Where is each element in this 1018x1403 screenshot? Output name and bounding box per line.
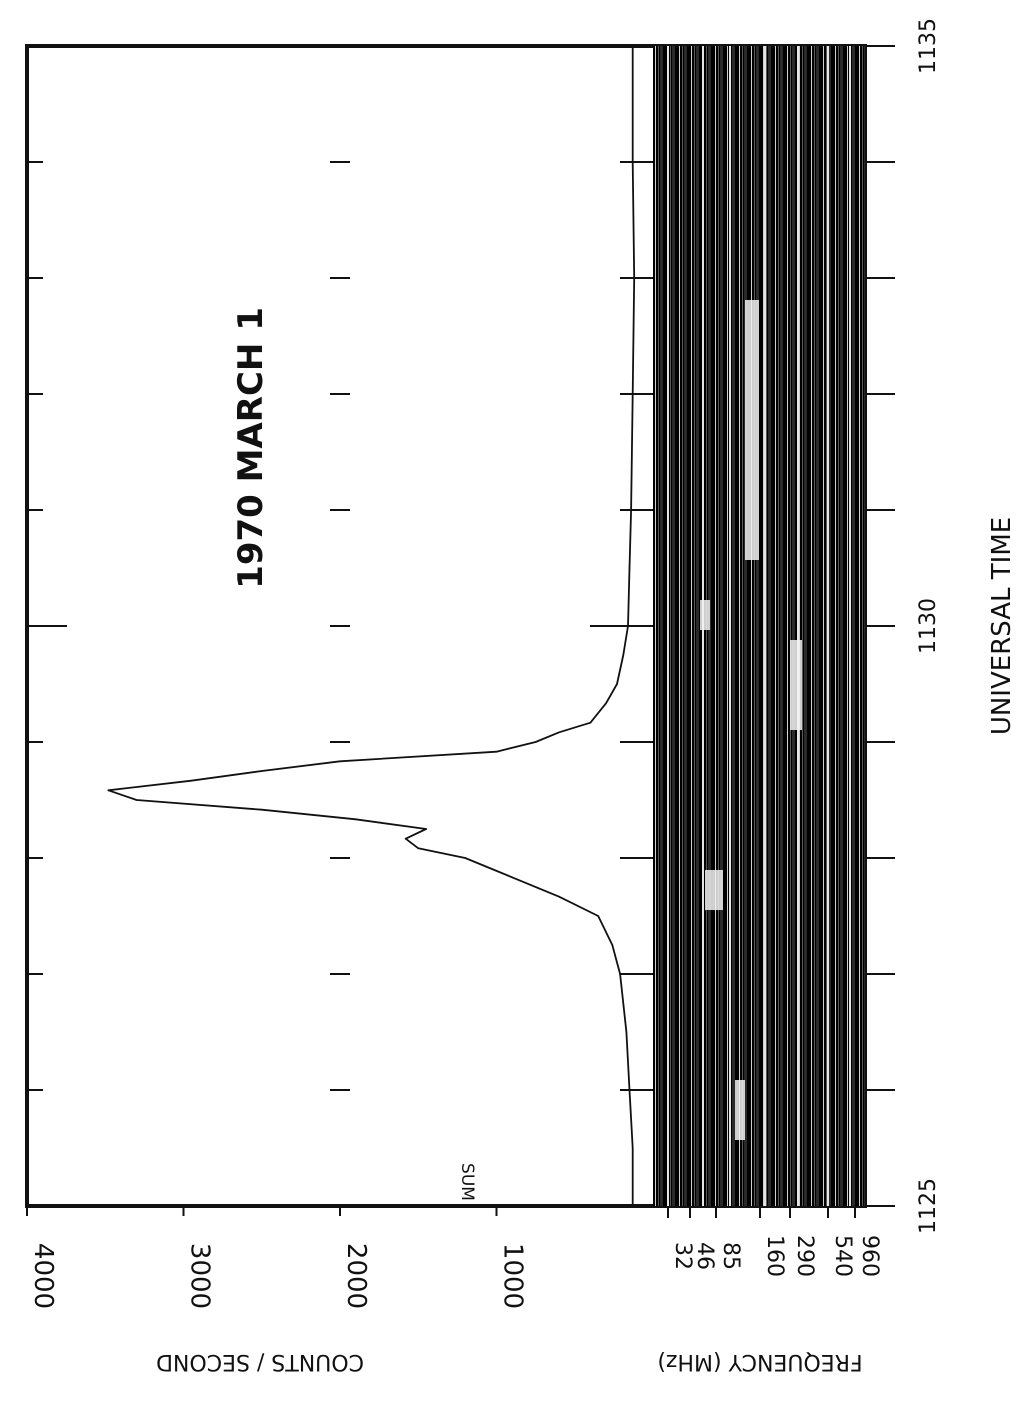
spectrogram-burst <box>705 870 723 910</box>
sum-series-point <box>589 721 592 724</box>
sum-series-point <box>616 683 618 685</box>
axis-ticks <box>26 45 895 1218</box>
frequency-tick-label: 290 <box>792 1235 817 1277</box>
frequency-tick-label: 540 <box>830 1235 855 1277</box>
curve-layer <box>107 45 636 1207</box>
sum-series-point <box>261 770 263 772</box>
sum-series-point <box>631 1205 634 1207</box>
sum-series-line <box>107 46 636 1206</box>
y-tick-labels: 4000 3000 2000 1000 <box>28 1243 528 1309</box>
spectrogram-burst <box>790 640 802 730</box>
frequency-tick-label-group: 540 <box>830 1235 855 1277</box>
frequency-tick-label: 160 <box>762 1235 787 1277</box>
x-tick-label-group: 1130 <box>916 598 941 654</box>
sum-series-point <box>631 1147 634 1149</box>
frequency-tick-label-group: 46 <box>692 1242 717 1270</box>
sum-series-point <box>190 779 193 782</box>
sum-series-point <box>354 818 357 821</box>
frequency-tick-label: 32 <box>670 1242 695 1270</box>
spectrogram-bands <box>667 46 851 1206</box>
sum-series-point <box>633 277 635 279</box>
sum-series-point <box>135 799 138 801</box>
sum-series-point <box>404 837 407 840</box>
spectrogram-burst <box>700 600 710 630</box>
sum-series-point <box>534 741 537 743</box>
y-tick-label: 2000 <box>341 1243 371 1309</box>
frequency-tick-label: 960 <box>857 1235 882 1277</box>
spectrogram-burst <box>745 300 759 560</box>
frequency-tick-label: 85 <box>718 1242 743 1270</box>
sum-series-point <box>417 847 420 850</box>
sum-series-point <box>464 857 467 859</box>
y-tick-label-group: 4000 <box>28 1243 58 1309</box>
sum-series-point <box>558 731 560 734</box>
sum-series-point <box>261 808 263 811</box>
sum-series-point <box>339 760 341 763</box>
sum-series-point <box>631 45 634 47</box>
spectrogram <box>653 46 865 1206</box>
sum-series-point <box>628 1089 631 1091</box>
spectrogram-background <box>653 46 865 1206</box>
y-tick-label: 1000 <box>498 1243 528 1309</box>
frequency-tick-label: 46 <box>692 1242 717 1270</box>
x-tick-label: 1130 <box>916 598 941 654</box>
y-tick-label-group: 3000 <box>185 1243 215 1309</box>
sum-series-point <box>107 789 110 792</box>
frequency-tick-label-group: 960 <box>857 1235 882 1277</box>
sum-series-point <box>605 702 607 705</box>
sum-series-point <box>622 654 625 656</box>
frequency-axis-label: FREQUENCY (MHz) <box>657 1349 862 1374</box>
sum-series-point <box>619 973 621 975</box>
spectrogram-burst <box>735 1080 745 1140</box>
chart-title: 1970 MARCH 1 <box>231 307 271 589</box>
sum-series-point <box>611 944 614 946</box>
x-axis-label: UNIVERSAL TIME <box>987 517 1017 735</box>
y-tick-label: 4000 <box>28 1243 58 1309</box>
x-tick-label: 1135 <box>916 18 941 74</box>
sum-series-point <box>597 915 599 917</box>
x-tick-label-group: 1135 <box>916 18 941 74</box>
y-tick-label-group: 1000 <box>498 1243 528 1309</box>
sum-series-point <box>625 1031 628 1033</box>
x-tick-labels: 1125 1130 1135 <box>916 18 941 1234</box>
sum-series-point <box>511 876 513 879</box>
sum-series-point <box>495 750 498 753</box>
sum-series-point <box>425 828 427 830</box>
sum-series-point <box>631 161 634 163</box>
sum-series-point <box>627 625 629 627</box>
sum-series-point <box>628 567 631 569</box>
y-axis-label: COUNTS / SECOND <box>156 1349 364 1374</box>
frequency-tick-label-group: 85 <box>718 1242 743 1270</box>
x-tick-label-group: 1125 <box>916 1178 941 1234</box>
x-tick-label: 1125 <box>916 1178 941 1234</box>
sum-series-point <box>630 509 632 511</box>
series-label-sum: SUM <box>457 1163 477 1201</box>
y-tick-label: 3000 <box>185 1243 215 1309</box>
frequency-tick-label-group: 160 <box>762 1235 787 1277</box>
y-tick-label-group: 2000 <box>341 1243 371 1309</box>
frequency-tick-label-group: 32 <box>670 1242 695 1270</box>
frequency-tick-label-group: 290 <box>792 1235 817 1277</box>
sum-series-point <box>631 393 634 395</box>
sum-series-point <box>558 895 560 898</box>
